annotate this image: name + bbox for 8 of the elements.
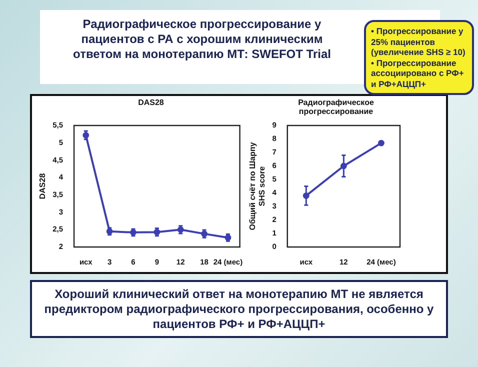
point <box>378 140 384 146</box>
chart-title: DAS28 <box>137 98 165 107</box>
y-axis-title: Общий счёт по Шарпу SHS score <box>248 142 267 230</box>
chart-title: Радиографическое прогрессирование <box>297 98 375 116</box>
text: Радиографическое прогрессирование у пациентов с РА с хорошим клиническим ответом на монотерапию МТ: SWEFOT Trial <box>73 17 331 61</box>
text: Хороший клинический ответ на монотерапию МТ не является предиктором радиографического прогрессирования, особенно у пациентов РФ+ и РФ+АЦЦП+ <box>30 280 448 338</box>
y-axis-title: DAS28 <box>38 172 48 200</box>
text: • Прогрессирование у 25% пациентов (увеличение SHS ≥ 10) • Прогрессирование ассоциировано с РФ+ и РФ+АЦЦП+ <box>364 20 474 95</box>
